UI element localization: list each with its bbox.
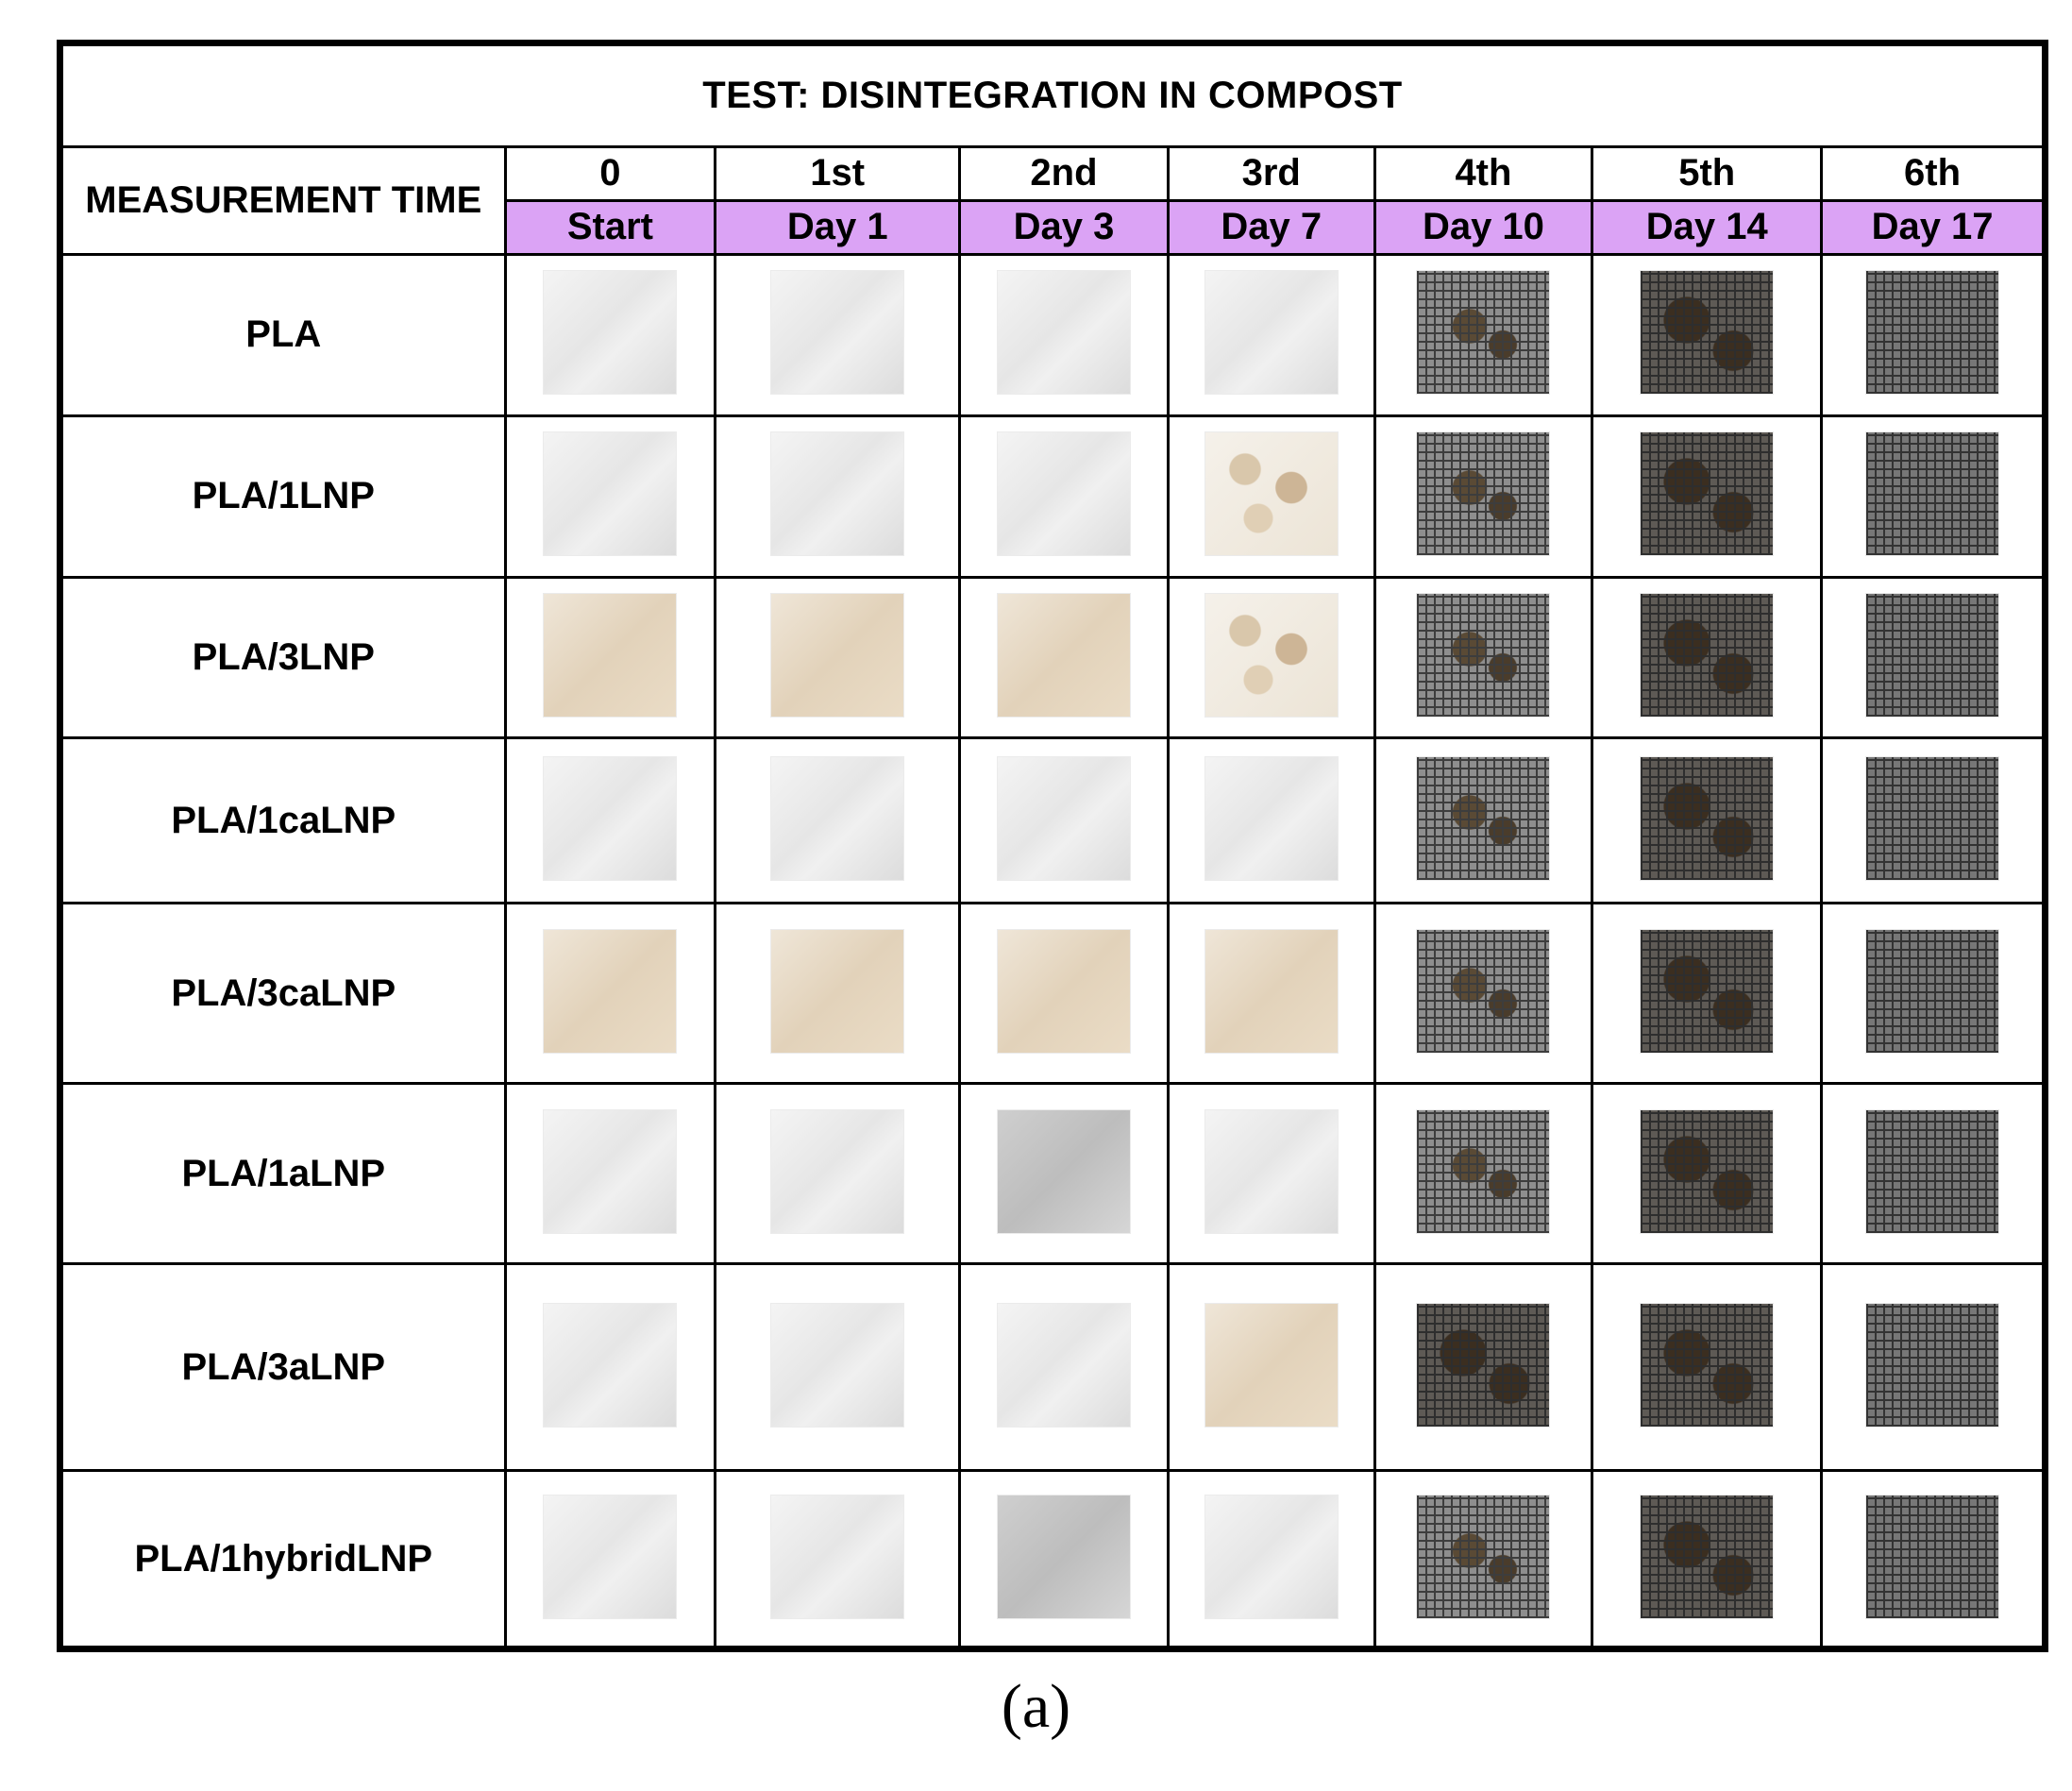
sample-photo <box>1204 1109 1338 1233</box>
sample-photo <box>997 432 1130 556</box>
sample-photo <box>771 432 904 556</box>
time-ordinal-0: 0 <box>503 144 717 202</box>
sample-label: PLA/3caLNP <box>59 902 507 1086</box>
table-title: TEST: DISINTEGRATION IN COMPOST <box>59 42 2047 148</box>
sample-photo <box>1641 271 1774 395</box>
sample-photo <box>1866 756 1999 880</box>
sample-photo <box>1417 271 1550 395</box>
sample-photo <box>771 594 904 718</box>
time-day-5: Day 14 <box>1591 198 1824 257</box>
sample-photo <box>771 271 904 395</box>
table-row: PLA/3caLNP <box>59 902 2047 1086</box>
table-row: PLA/1LNP <box>59 414 2047 579</box>
sample-photo <box>771 756 904 880</box>
sample-photo <box>771 1495 904 1618</box>
sample-photo <box>771 929 904 1053</box>
sample-photo <box>997 594 1130 718</box>
sample-photo <box>1866 594 1999 718</box>
sample-photo <box>1641 756 1774 880</box>
table-row: PLA/3LNP <box>59 575 2047 740</box>
sample-photo <box>997 929 1130 1053</box>
sample-photo <box>544 1495 677 1618</box>
time-day-3: Day 7 <box>1166 198 1376 257</box>
sample-photo <box>1641 1109 1774 1233</box>
time-ordinal-3: 3rd <box>1166 144 1376 202</box>
time-day-0: Start <box>503 198 717 257</box>
sample-photo <box>997 1495 1130 1618</box>
time-day-4: Day 10 <box>1373 198 1594 257</box>
sample-photo <box>1866 929 1999 1053</box>
table-row: PLA/1aLNP <box>59 1082 2047 1266</box>
measurement-time-label: MEASUREMENT TIME <box>59 144 507 257</box>
figure-caption: (a) <box>1001 1672 1071 1741</box>
sample-photo <box>1204 432 1338 556</box>
sample-photo <box>1866 1303 1999 1427</box>
sample-photo <box>544 432 677 556</box>
time-ordinal-6: 6th <box>1820 144 2047 202</box>
sample-photo <box>544 1109 677 1233</box>
sample-photo <box>1204 929 1338 1053</box>
time-ordinal-4: 4th <box>1373 144 1594 202</box>
sample-label: PLA <box>59 253 507 417</box>
table-row: PLA/1hybridLNP <box>59 1469 2047 1650</box>
time-day-1: Day 1 <box>714 198 962 257</box>
table-row: PLA/1caLNP <box>59 736 2047 905</box>
sample-photo <box>1204 1303 1338 1427</box>
sample-photo <box>997 1109 1130 1233</box>
sample-photo <box>1204 1495 1338 1618</box>
sample-label: PLA/1caLNP <box>59 736 507 905</box>
sample-label: PLA/3aLNP <box>59 1262 507 1473</box>
sample-photo <box>1417 594 1550 718</box>
sample-photo <box>997 756 1130 880</box>
sample-photo <box>1641 432 1774 556</box>
sample-photo <box>544 1303 677 1427</box>
sample-photo <box>1641 594 1774 718</box>
sample-label: PLA/1aLNP <box>59 1082 507 1266</box>
sample-label: PLA/1hybridLNP <box>59 1469 507 1650</box>
sample-photo <box>544 929 677 1053</box>
sample-label: PLA/1LNP <box>59 414 507 579</box>
sample-photo <box>544 271 677 395</box>
sample-photo <box>1417 432 1550 556</box>
time-day-6: Day 17 <box>1820 198 2047 257</box>
time-day-2: Day 3 <box>958 198 1170 257</box>
time-ordinal-1: 1st <box>714 144 962 202</box>
sample-photo <box>1204 756 1338 880</box>
sample-photo <box>771 1303 904 1427</box>
table-row: PLA <box>59 253 2047 417</box>
sample-photo <box>1641 1303 1774 1427</box>
sample-photo <box>997 271 1130 395</box>
sample-photo <box>1866 432 1999 556</box>
sample-photo <box>1866 1109 1999 1233</box>
sample-photo <box>771 1109 904 1233</box>
sample-photo <box>544 594 677 718</box>
disintegration-table: TEST: DISINTEGRATION IN COMPOST MEASUREM… <box>57 40 2048 1652</box>
sample-photo <box>1641 1495 1774 1618</box>
sample-photo <box>1204 594 1338 718</box>
time-ordinal-2: 2nd <box>958 144 1170 202</box>
sample-photo <box>1417 756 1550 880</box>
sample-photo <box>1417 1495 1550 1618</box>
table-row: PLA/3aLNP <box>59 1262 2047 1473</box>
sample-photo <box>1204 271 1338 395</box>
sample-photo <box>1417 1109 1550 1233</box>
sample-photo <box>544 756 677 880</box>
sample-photo <box>1417 1303 1550 1427</box>
sample-photo <box>1641 929 1774 1053</box>
time-ordinal-5: 5th <box>1591 144 1824 202</box>
sample-photo <box>1866 271 1999 395</box>
sample-photo <box>1866 1495 1999 1618</box>
sample-photo <box>1417 929 1550 1053</box>
sample-photo <box>997 1303 1130 1427</box>
sample-label: PLA/3LNP <box>59 575 507 740</box>
